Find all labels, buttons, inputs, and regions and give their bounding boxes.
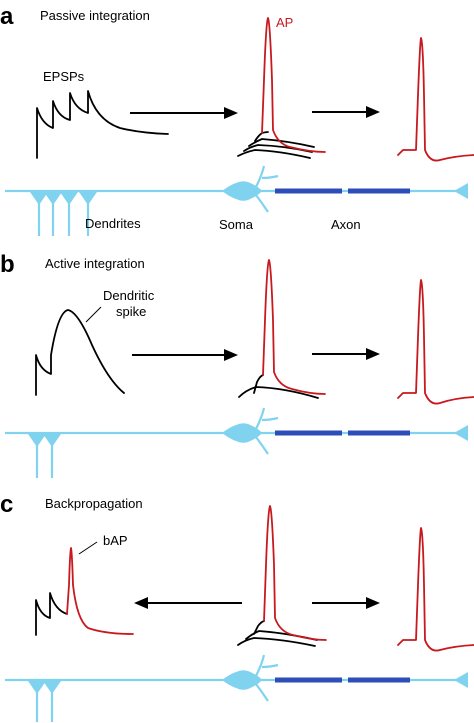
arrowhead-to-axon-c	[366, 597, 380, 609]
synapse-terminal	[43, 434, 61, 447]
soma-epsp-stack-2	[248, 138, 315, 148]
epsp-summation-trace	[36, 90, 169, 159]
soma-action-potential-c	[263, 505, 327, 641]
axon-action-potential-a	[397, 37, 474, 162]
soma-action-potential-a	[261, 17, 326, 153]
label-dendrites: Dendrites	[85, 216, 141, 231]
axon-terminal-a	[454, 183, 468, 199]
synapse-terminal	[43, 681, 61, 694]
arrowhead-to-axon-a	[366, 106, 380, 118]
basal-dendrite-up-c	[255, 654, 279, 677]
label-axon: Axon	[331, 217, 361, 232]
panel-letter-a: a	[0, 3, 14, 30]
label-spike: spike	[116, 304, 146, 319]
basal-dendrite-down-c	[255, 683, 269, 702]
soma-b	[222, 423, 262, 443]
basal-dendrite-down-a	[255, 194, 269, 213]
label-ap: AP	[276, 15, 293, 30]
synapse-terminal	[44, 192, 62, 205]
axon-action-potential-b	[397, 279, 474, 405]
panel-a: a Passive integration EPSPs AP	[0, 3, 474, 236]
dendritic-spike-trace	[35, 309, 125, 396]
arrowhead-to-dendrites-c	[134, 597, 148, 609]
panel-letter-b: b	[0, 251, 15, 278]
panel-b: b Active integration Dendritic spike	[0, 251, 474, 478]
soma-epsp-stack-2-c	[237, 637, 316, 647]
axon-terminal-c	[454, 672, 468, 688]
synapses-c	[28, 681, 61, 722]
dendritic-epsps-c	[35, 592, 68, 636]
soma-epsp-stack-4	[237, 149, 311, 159]
dendritic-spike-leader	[85, 306, 102, 323]
soma-action-potential-b	[262, 259, 326, 395]
soma-a	[222, 181, 262, 201]
synapse-terminal	[28, 434, 46, 447]
axon-terminal-b	[454, 425, 468, 441]
label-soma: Soma	[219, 217, 254, 232]
arrowhead-to-soma-b	[224, 349, 238, 361]
panel-title-b: Active integration	[45, 256, 145, 271]
axon-action-potential-c	[397, 527, 474, 652]
label-dendritic: Dendritic	[103, 288, 155, 303]
label-bap: bAP	[103, 533, 128, 548]
basal-dendrite-up-a	[255, 165, 279, 188]
panel-title-a: Passive integration	[40, 8, 150, 23]
soma-rise-b	[253, 374, 264, 394]
basal-dendrite-down-b	[255, 436, 269, 455]
panel-letter-c: c	[0, 491, 13, 518]
synapse-terminal	[28, 681, 46, 694]
label-epsps: EPSPs	[43, 69, 85, 84]
backpropagating-ap	[66, 547, 134, 635]
arrowhead-to-soma-a	[224, 107, 238, 119]
panel-c: c Backpropagation bAP	[0, 491, 474, 722]
basal-dendrite-up-b	[255, 407, 279, 430]
panel-title-c: Backpropagation	[45, 496, 143, 511]
synapse-terminal	[30, 192, 48, 205]
synapse-terminal	[60, 192, 78, 205]
arrowhead-to-axon-b	[366, 348, 380, 360]
soma-c	[222, 670, 262, 690]
synapses-a	[30, 192, 97, 236]
bap-leader	[78, 541, 98, 555]
synapses-b	[28, 434, 61, 478]
synapse-terminal	[79, 192, 97, 205]
